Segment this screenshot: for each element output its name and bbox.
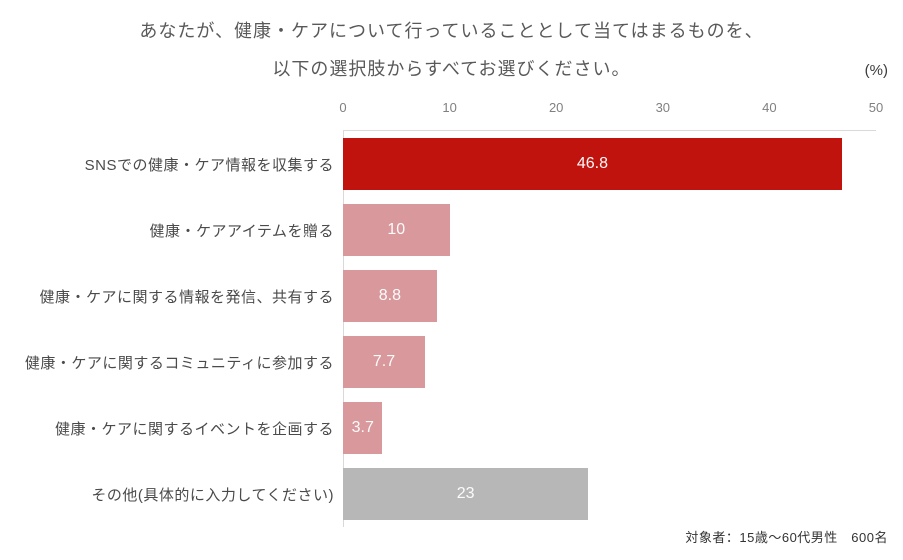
y-axis-line [343,130,344,527]
bar-value-label: 8.8 [378,287,402,304]
bar: 10 [343,204,450,256]
bar: 8.8 [343,270,437,322]
bar-row: SNSでの健康・ケア情報を収集する 46.8 [0,131,903,197]
bar-value-label: 10 [387,221,406,238]
chart-title-line2: 以下の選択肢からすべてお選びください。 [272,59,631,79]
category-label: 健康・ケアに関する情報を発信、共有する [39,288,334,306]
x-axis-tick-label: 20 [548,100,564,115]
x-axis-tick-label: 0 [339,100,347,115]
category-label: 健康・ケアに関するイベントを企画する [54,420,334,438]
category-label: 健康・ケアに関するコミュニティに参加する [24,354,334,372]
bar-rows: SNSでの健康・ケア情報を収集する 46.8 健康・ケアアイテムを贈る 10 健康・ケア… [0,131,903,527]
footnote: 対象者：15歳〜60代男性 600名 [685,530,888,545]
bar-value-label: 23 [456,485,475,502]
bar-value-label: 46.8 [576,155,608,172]
bar: 23 [343,468,589,520]
x-axis-tick-label: 50 [868,100,884,115]
x-axis-tick-label: 40 [762,100,777,115]
bar: 46.8 [343,138,842,190]
unit-label: (%) [864,62,888,79]
bar-area: 3.7 [343,395,903,461]
chart-title-line1: あなたが、健康・ケアについて行っていることとして当てはまるものを、 [139,21,764,41]
bar-row: 健康・ケアに関するコミュニティに参加する 7.7 [0,329,903,395]
bar-area: 7.7 [343,329,903,395]
bar-value-label: 7.7 [372,353,396,370]
bar-row: 健康・ケアに関するイベントを企画する 3.7 [0,395,903,461]
bar: 7.7 [343,336,426,388]
bar-area: 46.8 [343,131,903,197]
x-axis-line [343,130,876,131]
bar-value-label: 3.7 [351,419,374,436]
bar: 3.7 [343,402,383,454]
x-axis-tick-label: 10 [442,100,457,115]
chart-title: あなたが、健康・ケアについて行っていることとして当てはまるものを、 以下の選択肢… [0,12,903,88]
bar-area: 23 [343,461,903,527]
bar-area: 8.8 [343,263,903,329]
bar-row: 健康・ケアアイテムを贈る 10 [0,197,903,263]
x-axis-tick-label: 30 [655,100,671,115]
category-label: SNSでの健康・ケア情報を収集する [84,156,334,174]
bar-area: 10 [343,197,903,263]
category-label: その他(具体的に入力してください) [91,486,334,504]
bar-row: 健康・ケアに関する情報を発信、共有する 8.8 [0,263,903,329]
x-axis-ticks: 0 10 20 30 40 50 [339,100,883,118]
category-label: 健康・ケアアイテムを贈る [149,222,334,240]
bar-row: その他(具体的に入力してください) 23 [0,461,903,527]
